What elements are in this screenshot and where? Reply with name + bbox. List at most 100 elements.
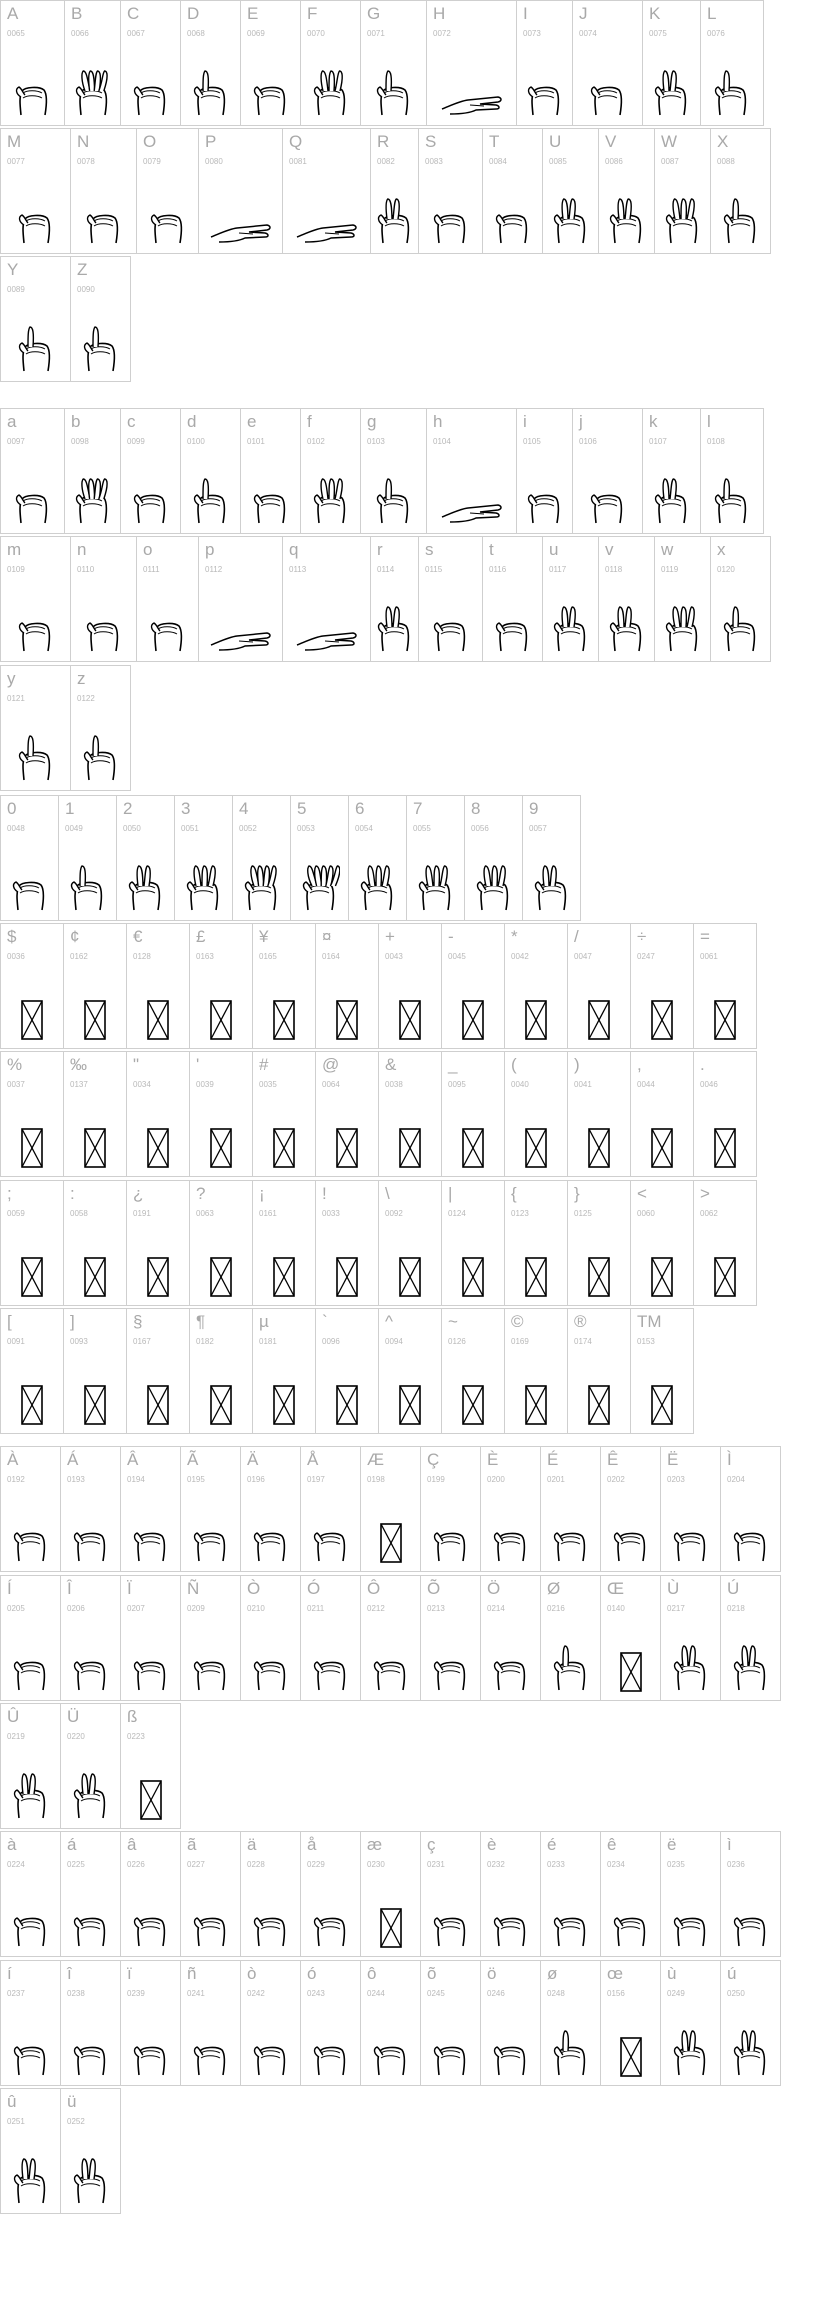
- glyph-char: .: [700, 1055, 705, 1075]
- glyph-code: 0235: [667, 1860, 685, 1870]
- glyph-cell: P 0080: [198, 128, 283, 254]
- glyph-cell: % 0037: [0, 1051, 64, 1177]
- glyph-cell: Ï 0207: [120, 1575, 181, 1701]
- glyph-char: A: [7, 4, 18, 24]
- glyph-code: 0202: [607, 1475, 625, 1485]
- sign-hand-icon: [643, 65, 700, 117]
- glyph-code: 0251: [7, 2117, 25, 2127]
- glyph-cell: p 0112: [198, 536, 283, 662]
- glyph-code: 0124: [448, 1209, 466, 1219]
- glyph-code: 0111: [143, 565, 160, 575]
- glyph-code: 0092: [385, 1209, 403, 1219]
- glyph-char: D: [187, 4, 199, 24]
- glyph-code: 0084: [489, 157, 507, 167]
- glyph-code: 0192: [7, 1475, 25, 1485]
- glyph-char: B: [71, 4, 82, 24]
- glyph-cell: Õ 0213: [420, 1575, 481, 1701]
- glyph-cell: á 0225: [60, 1831, 121, 1957]
- glyph-code: 0252: [67, 2117, 85, 2127]
- glyph-char: Ã: [187, 1450, 198, 1470]
- glyph-cell: } 0125: [567, 1180, 631, 1306]
- missing-glyph-box-icon: [127, 1245, 189, 1297]
- glyph-cell: ` 0096: [315, 1308, 379, 1434]
- glyph-code: 0218: [727, 1604, 745, 1614]
- glyph-cell: ò 0242: [240, 1960, 301, 2086]
- missing-glyph-box-icon: [568, 1373, 630, 1425]
- glyph-char: Ì: [727, 1450, 732, 1470]
- glyph-char: £: [196, 927, 205, 947]
- glyph-code: 0067: [127, 29, 145, 39]
- glyph-cell: l 0108: [700, 408, 764, 534]
- sign-hand-icon: [721, 1511, 780, 1563]
- glyph-code: 0081: [289, 157, 307, 167]
- glyph-char: h: [433, 412, 442, 432]
- glyph-cell: 0 0048: [0, 795, 59, 921]
- glyph-code: 0119: [661, 565, 678, 575]
- glyph-cell: Ì 0204: [720, 1446, 781, 1572]
- glyph-cell: Ê 0202: [600, 1446, 661, 1572]
- glyph-cell: Ò 0210: [240, 1575, 301, 1701]
- missing-glyph-box-icon: [64, 1245, 126, 1297]
- glyph-char: Ø: [547, 1579, 560, 1599]
- glyph-char: ê: [607, 1835, 616, 1855]
- glyph-code: 0128: [133, 952, 151, 962]
- glyph-code: 0043: [385, 952, 403, 962]
- sign-hand-icon: [349, 860, 406, 912]
- glyph-char: ‰: [70, 1055, 87, 1075]
- glyph-char: è: [487, 1835, 496, 1855]
- glyph-code: 0040: [511, 1080, 529, 1090]
- glyph-cell: N 0078: [70, 128, 137, 254]
- glyph-code: 0241: [187, 1989, 205, 1999]
- glyph-code: 0194: [127, 1475, 145, 1485]
- sign-hand-icon: [541, 2025, 600, 2077]
- sign-hand-icon: [181, 65, 240, 117]
- glyph-code: 0195: [187, 1475, 205, 1485]
- missing-glyph-box-icon: [631, 1373, 693, 1425]
- glyph-char: H: [433, 4, 445, 24]
- pointing-hand-icon: [199, 601, 282, 653]
- glyph-cell: 7 0055: [406, 795, 465, 921]
- sign-hand-icon: [233, 860, 290, 912]
- glyph-cell: É 0201: [540, 1446, 601, 1572]
- glyph-char: ç: [427, 1835, 436, 1855]
- sign-hand-icon: [419, 601, 482, 653]
- glyph-code: 0112: [205, 565, 222, 575]
- sign-hand-icon: [241, 65, 300, 117]
- glyph-char: Ü: [67, 1707, 79, 1727]
- glyph-code: 0106: [579, 437, 597, 447]
- glyph-cell: Ú 0218: [720, 1575, 781, 1701]
- glyph-cell: n 0110: [70, 536, 137, 662]
- glyph-code: 0198: [367, 1475, 385, 1485]
- glyph-char: Ñ: [187, 1579, 199, 1599]
- glyph-cell: µ 0181: [252, 1308, 316, 1434]
- sign-hand-icon: [121, 1896, 180, 1948]
- glyph-cell: B 0066: [64, 0, 121, 126]
- glyph-code: 0207: [127, 1604, 145, 1614]
- glyph-cell: f 0102: [300, 408, 361, 534]
- glyph-char: k: [649, 412, 658, 432]
- sign-hand-icon: [61, 2153, 120, 2205]
- glyph-code: 0200: [487, 1475, 505, 1485]
- missing-glyph-box-icon: [316, 1245, 378, 1297]
- sign-hand-icon: [483, 601, 542, 653]
- glyph-code: 0044: [637, 1080, 655, 1090]
- glyph-code: 0242: [247, 1989, 265, 1999]
- glyph-cell: c 0099: [120, 408, 181, 534]
- sign-hand-icon: [241, 1511, 300, 1563]
- glyph-cell: ) 0041: [567, 1051, 631, 1177]
- glyph-cell: 8 0056: [464, 795, 523, 921]
- glyph-cell: @0064: [315, 1051, 379, 1177]
- glyph-code: 0061: [700, 952, 718, 962]
- missing-glyph-box-icon: [379, 1116, 441, 1168]
- glyph-char: ;: [7, 1184, 12, 1204]
- sign-hand-icon: [701, 473, 763, 525]
- glyph-char: à: [7, 1835, 16, 1855]
- glyph-char: À: [7, 1450, 18, 1470]
- missing-glyph-box-icon: [379, 1245, 441, 1297]
- glyph-char: Ï: [127, 1579, 132, 1599]
- glyph-cell: u 0117: [542, 536, 599, 662]
- glyph-cell: à 0224: [0, 1831, 61, 1957]
- sign-hand-icon: [181, 1511, 240, 1563]
- glyph-cell: Å 0197: [300, 1446, 361, 1572]
- sign-hand-icon: [421, 1640, 480, 1692]
